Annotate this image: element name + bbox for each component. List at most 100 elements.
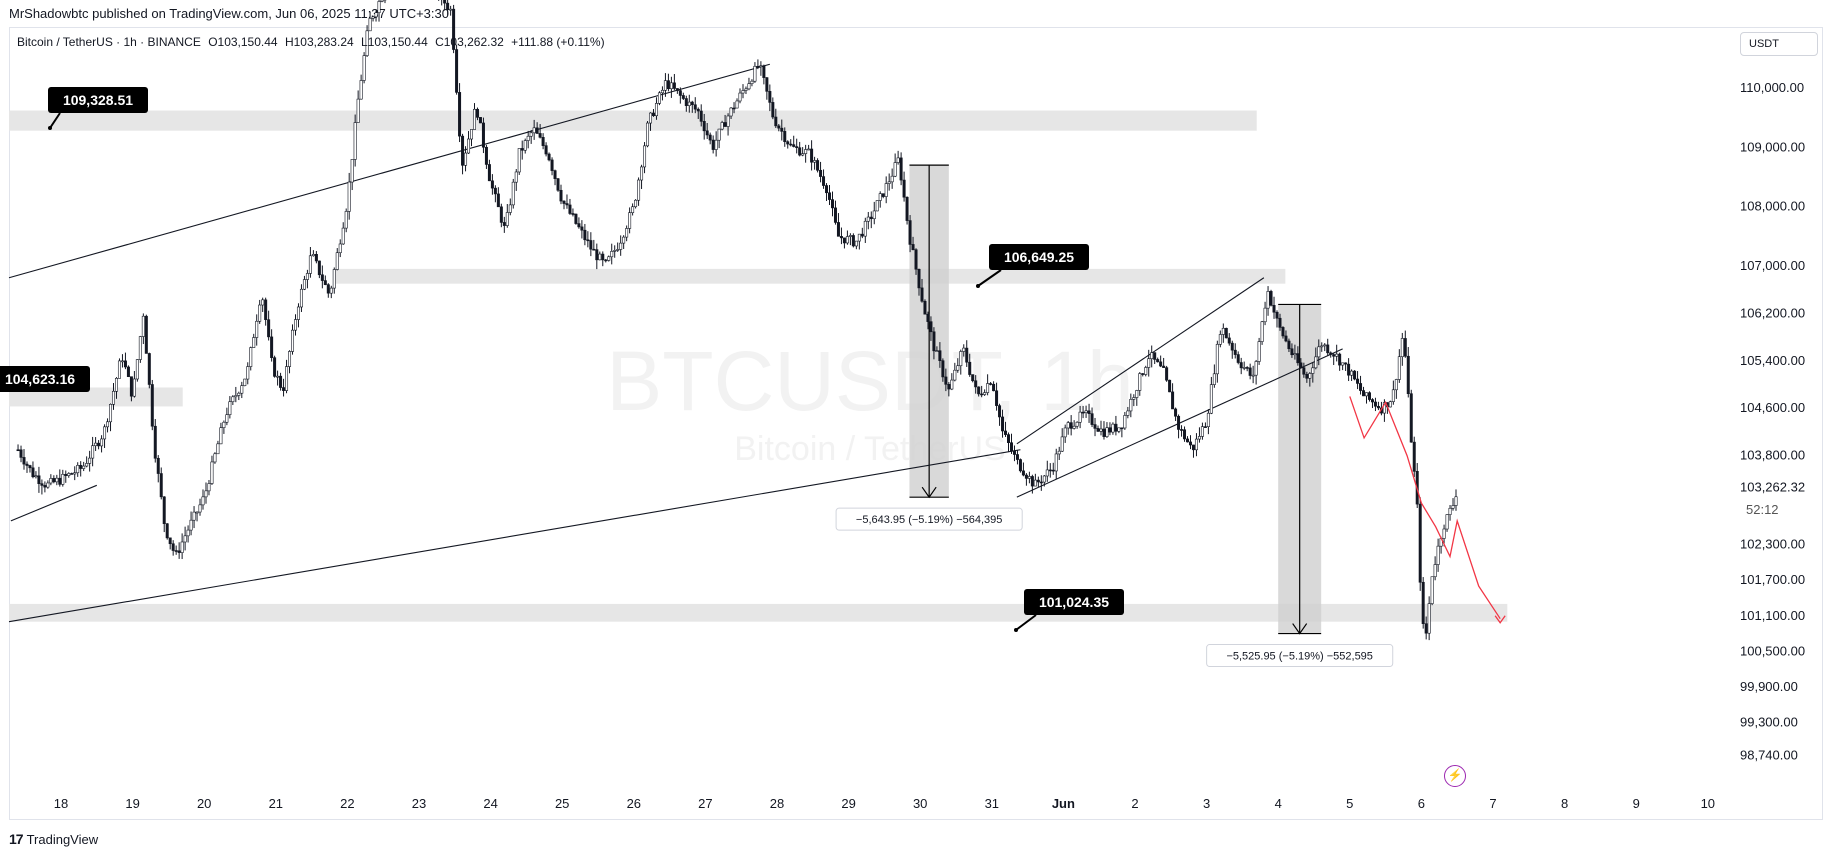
- candle-body: [1027, 476, 1031, 479]
- candle: [625, 225, 629, 242]
- candle-body: [114, 378, 118, 392]
- callout-box: [989, 244, 1089, 270]
- candle: [180, 533, 184, 560]
- trendline[interactable]: [10, 484, 98, 522]
- x-tick-label: 26: [627, 796, 641, 811]
- candle: [759, 61, 763, 76]
- price-callout[interactable]: 106,649.25: [976, 244, 1089, 288]
- candle: [1278, 313, 1282, 331]
- trendline[interactable]: [8, 449, 1021, 623]
- candle-body: [144, 315, 148, 354]
- candle-body: [195, 511, 199, 514]
- trendline[interactable]: [1016, 277, 1265, 445]
- candle: [443, 0, 447, 11]
- legend-high: H103,283.24: [284, 35, 354, 49]
- legend-symbol[interactable]: Bitcoin / TetherUS · 1h · BINANCE: [17, 35, 201, 49]
- candle-body: [1024, 474, 1028, 479]
- candle: [550, 157, 554, 176]
- candle-body: [138, 336, 142, 360]
- y-tick-label: 99,900.00: [1740, 679, 1798, 694]
- candle-body: [481, 122, 485, 148]
- candle-body: [120, 360, 124, 363]
- lightning-icon[interactable]: ⚡: [1444, 765, 1466, 787]
- candle: [438, 0, 440, 1]
- candle: [1153, 352, 1157, 365]
- y-tick-label: 101,100.00: [1740, 608, 1805, 623]
- candle-body: [1409, 393, 1413, 443]
- candle: [1215, 340, 1219, 383]
- candle-body: [85, 463, 89, 467]
- currency-button[interactable]: USDT: [1740, 32, 1818, 56]
- candle-body: [156, 457, 160, 474]
- candle: [1186, 436, 1190, 443]
- candle: [449, 5, 453, 16]
- candle: [58, 469, 62, 487]
- candle-body: [1180, 429, 1184, 431]
- candle-body: [1293, 353, 1297, 356]
- candle-body: [902, 179, 906, 198]
- candle: [1251, 365, 1255, 384]
- candle: [887, 173, 891, 191]
- candle-body: [186, 529, 190, 537]
- candle: [965, 340, 969, 367]
- x-tick-label: 18: [54, 796, 68, 811]
- candle-body: [622, 236, 626, 244]
- trendline[interactable]: [8, 63, 770, 279]
- candle: [112, 383, 116, 410]
- chart-frame[interactable]: [9, 27, 1823, 820]
- candle: [649, 112, 653, 131]
- candle-body: [1015, 454, 1019, 460]
- candle-body: [1051, 469, 1055, 472]
- candle-body: [213, 453, 217, 463]
- candle: [723, 114, 727, 127]
- x-tick-label: 2: [1131, 796, 1138, 811]
- candle-body: [723, 122, 727, 127]
- price-callout[interactable]: 101,024.35: [1014, 589, 1124, 632]
- candle-body: [171, 543, 175, 551]
- candle: [1367, 391, 1371, 402]
- candle: [771, 97, 775, 120]
- candle-body: [106, 421, 110, 428]
- candle: [252, 333, 256, 348]
- tradingview-footer[interactable]: 17 TradingView: [9, 831, 98, 847]
- candle: [986, 374, 990, 396]
- candle-body: [514, 171, 518, 183]
- candle: [511, 178, 515, 209]
- price-callout[interactable]: 109,328.51: [48, 87, 148, 130]
- candle-body: [744, 88, 748, 91]
- candle: [216, 440, 220, 455]
- candle: [1084, 405, 1088, 418]
- y-tick-label: 103,262.32: [1740, 480, 1805, 495]
- candle: [801, 147, 805, 157]
- y-tick-label: 104,600.00: [1740, 400, 1805, 415]
- candle: [1376, 401, 1380, 411]
- x-tick-label: 20: [197, 796, 211, 811]
- candle-body: [329, 287, 333, 294]
- candle: [508, 198, 512, 216]
- candle: [1141, 373, 1145, 377]
- candle-body: [532, 127, 536, 134]
- measure-label-text: −5,643.95 (−5.19%) −564,395: [856, 514, 1002, 526]
- candle: [830, 191, 834, 217]
- candle-body: [147, 353, 151, 385]
- candle-body: [458, 92, 462, 137]
- candle: [49, 474, 53, 486]
- candle-body: [1203, 426, 1207, 428]
- candle-body: [67, 473, 71, 476]
- candle: [97, 440, 101, 450]
- candle: [1400, 332, 1404, 366]
- candle-body: [237, 392, 241, 396]
- candle: [129, 376, 133, 402]
- candle: [94, 437, 98, 451]
- candle-body: [464, 152, 468, 166]
- price-callout[interactable]: 104,623.16: [0, 366, 90, 392]
- candle: [992, 381, 996, 392]
- candle: [798, 141, 802, 157]
- candle: [85, 456, 89, 468]
- projection-arrowhead: [1494, 615, 1506, 624]
- candle: [204, 482, 208, 504]
- candle-body: [1156, 359, 1160, 363]
- candle: [31, 461, 35, 479]
- candle: [1007, 432, 1011, 453]
